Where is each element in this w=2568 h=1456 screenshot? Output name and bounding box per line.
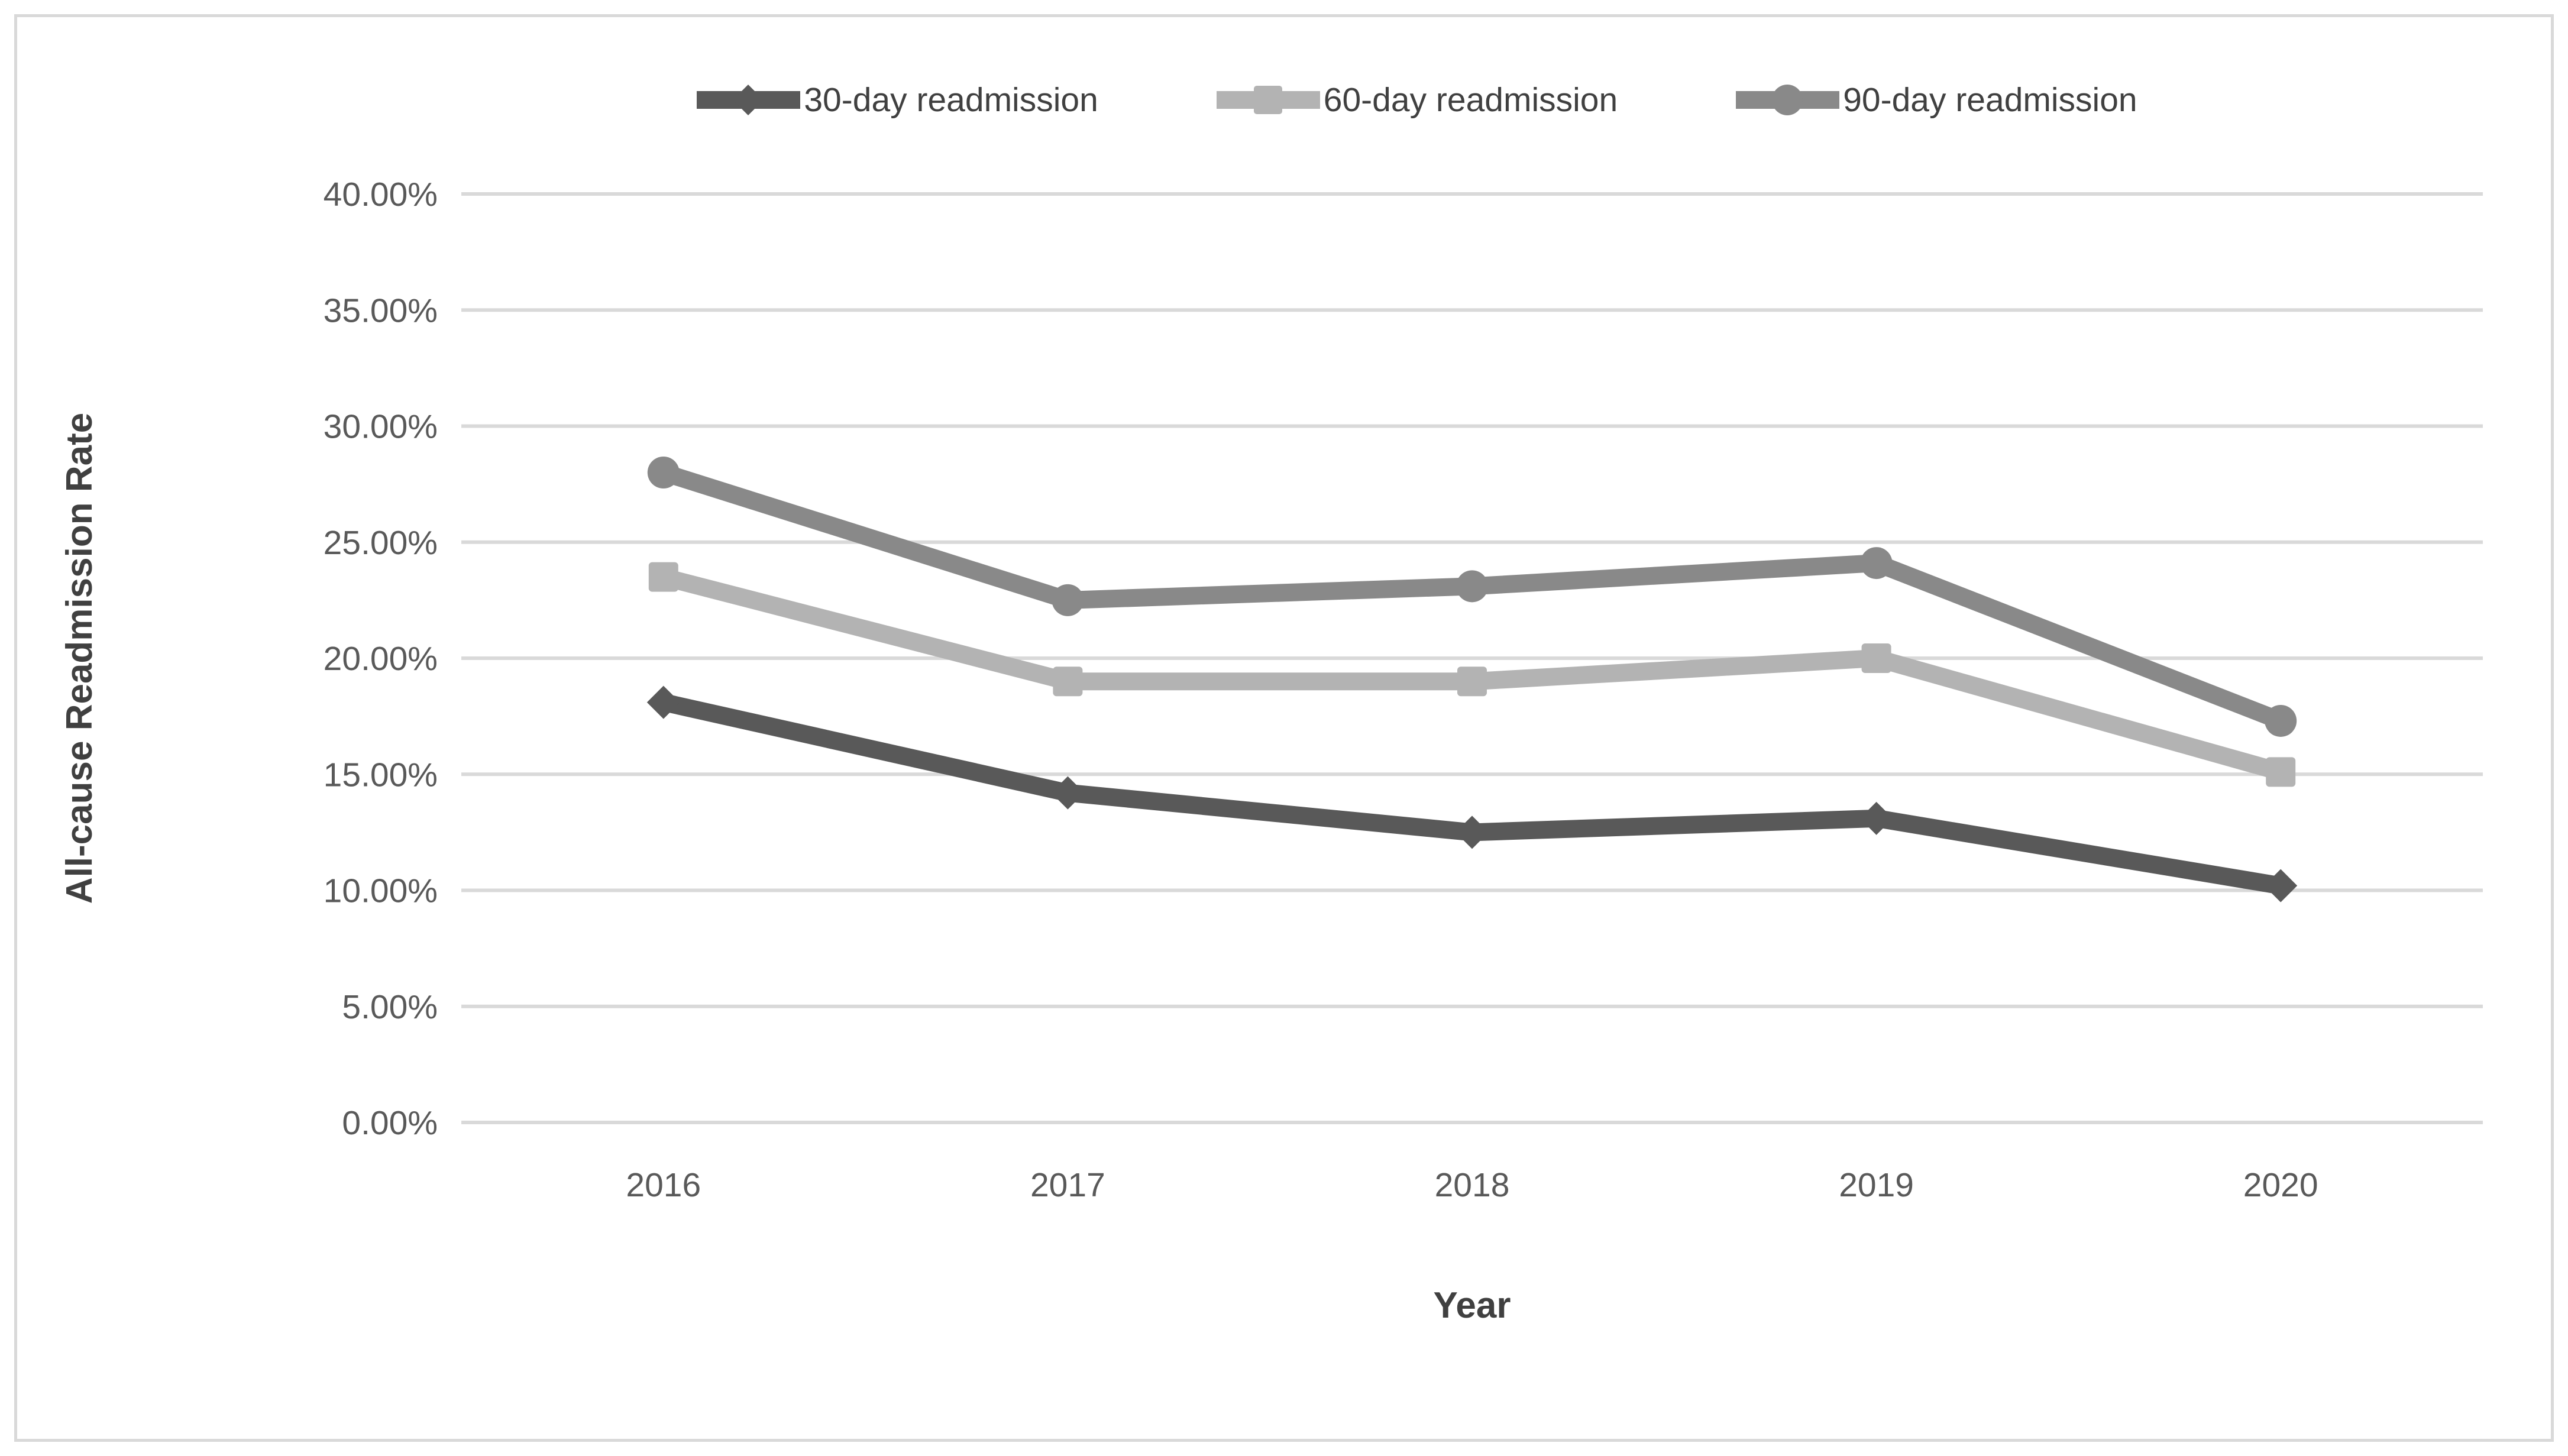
data-point-circle [2265,704,2297,737]
legend-circle-marker-icon [1736,85,1840,115]
data-point-diamond [1456,816,1489,849]
legend-label-30-day: 30-day readmission [804,81,1098,119]
legend-item-30-day: 30-day readmission [697,80,1098,119]
series-line-diamond [661,693,2282,895]
legend-item-90-day: 90-day readmission [1736,80,2137,119]
x-tick-label: 2017 [1030,1166,1105,1204]
legend-label-60-day: 60-day readmission [1323,81,1618,119]
x-tick-label: 2020 [2243,1166,2318,1204]
y-tick-label: 30.00% [324,408,438,446]
data-point-diamond [1859,801,1893,835]
data-point-circle [1456,570,1488,603]
y-tick-label: 0.00% [342,1104,438,1142]
data-point-circle [1860,547,1893,580]
data-point-square [1457,666,1487,697]
y-tick-label: 5.00% [342,988,438,1026]
chart-legend: 30-day readmission 60-day readmission 90… [133,80,2568,119]
data-point-diamond [646,685,680,719]
data-point-circle [647,457,680,488]
legend-diamond-marker-icon [697,85,801,115]
x-tick-label: 2019 [1839,1166,1914,1204]
legend-square-marker-icon [1216,86,1320,114]
x-tick-label: 2018 [1435,1166,1510,1204]
data-point-circle [1052,584,1084,616]
data-point-diamond [1051,776,1085,810]
y-tick-label: 20.00% [324,640,438,678]
y-tick-label: 35.00% [324,292,438,329]
y-tick-label: 10.00% [324,872,438,910]
y-tick-label: 25.00% [324,524,438,562]
data-point-square [1053,666,1083,697]
x-axis-title: Year [1433,1285,1511,1326]
data-point-square [1861,643,1891,673]
y-tick-label: 40.00% [324,176,438,213]
data-point-square [648,562,678,592]
data-point-square [2266,757,2296,787]
legend-item-60-day: 60-day readmission [1216,80,1618,119]
y-axis-title: All-cause Readmission Rate [59,412,100,904]
x-tick-label: 2016 [626,1166,701,1204]
legend-label-90-day: 90-day readmission [1843,81,2137,119]
data-point-diamond [2264,869,2298,902]
y-tick-label: 15.00% [324,756,438,794]
